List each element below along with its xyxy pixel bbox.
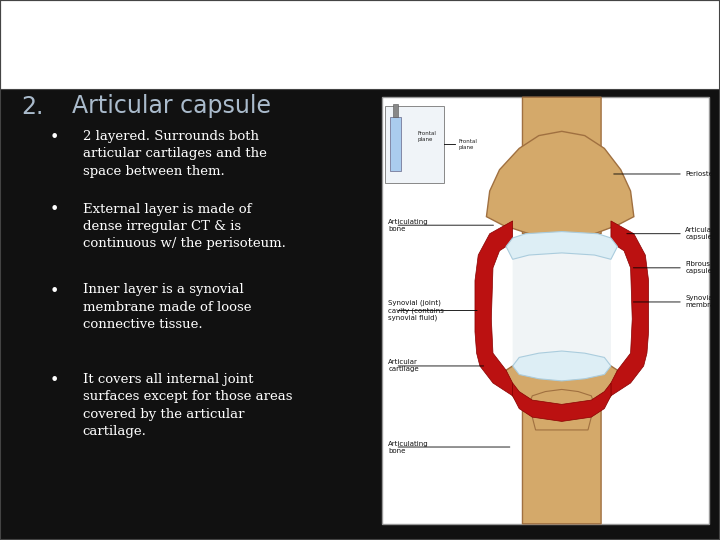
Text: Periosteum: Periosteum	[685, 171, 720, 177]
FancyBboxPatch shape	[382, 97, 709, 524]
FancyBboxPatch shape	[0, 0, 720, 89]
FancyBboxPatch shape	[390, 117, 401, 171]
Text: STRUCTURE AND FUNCTION: STRUCTURE AND FUNCTION	[122, 30, 598, 59]
Polygon shape	[513, 253, 611, 366]
Text: •: •	[49, 202, 59, 218]
Polygon shape	[475, 221, 513, 396]
Text: It covers all internal joint
surfaces except for those areas
covered by the arti: It covers all internal joint surfaces ex…	[83, 373, 292, 438]
Polygon shape	[506, 355, 618, 524]
Polygon shape	[487, 131, 634, 238]
Text: 2 layered. Surrounds both
articular cartilages and the
space between them.: 2 layered. Surrounds both articular cart…	[83, 130, 266, 178]
Polygon shape	[529, 389, 595, 430]
Text: Articulating
bone: Articulating bone	[388, 441, 429, 454]
Text: 2.: 2.	[22, 94, 44, 118]
Text: Articular
capsule:: Articular capsule:	[685, 227, 715, 240]
Text: External layer is made of
dense irregular CT & is
continuous w/ the perisoteum.: External layer is made of dense irregula…	[83, 202, 286, 251]
Polygon shape	[513, 351, 611, 381]
Text: Fibrous
capsule: Fibrous capsule	[685, 261, 712, 274]
Text: •: •	[49, 130, 59, 145]
Text: •: •	[49, 373, 59, 388]
Polygon shape	[513, 383, 611, 421]
Text: •: •	[49, 284, 59, 299]
Polygon shape	[506, 232, 618, 259]
Text: Articulating
bone: Articulating bone	[388, 219, 429, 232]
Text: Frontal
plane: Frontal plane	[458, 139, 477, 150]
Polygon shape	[611, 221, 649, 396]
Text: Inner layer is a synovial
membrane made of loose
connective tissue.: Inner layer is a synovial membrane made …	[83, 284, 251, 332]
Text: Synovial (joint)
cavity (contains
synovial fluid): Synovial (joint) cavity (contains synovi…	[388, 300, 444, 321]
Text: Frontal
plane: Frontal plane	[418, 131, 436, 142]
Text: Articular capsule: Articular capsule	[72, 94, 271, 118]
Text: Synovial
membrane: Synovial membrane	[685, 295, 720, 308]
FancyBboxPatch shape	[385, 106, 444, 183]
FancyBboxPatch shape	[392, 104, 398, 117]
Polygon shape	[523, 97, 601, 238]
Text: Articular
cartilage: Articular cartilage	[388, 360, 419, 373]
